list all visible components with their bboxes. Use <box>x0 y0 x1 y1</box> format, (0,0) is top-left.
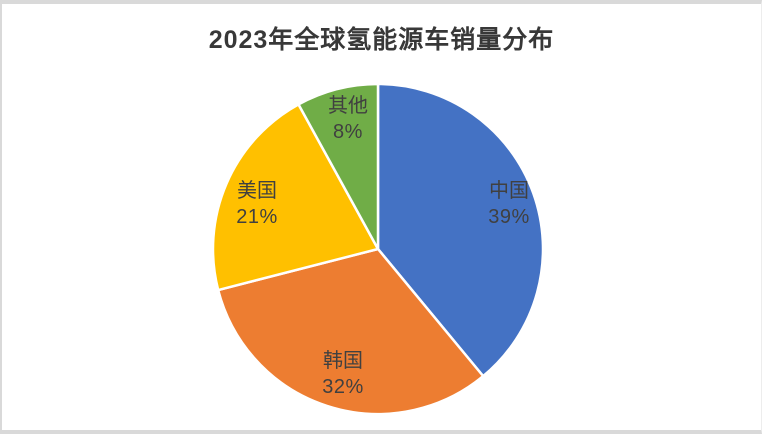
pie-label-other: 其他 8% <box>278 93 418 145</box>
pie-label-korea-name: 韩国 <box>323 350 363 372</box>
pie-label-other-name: 其他 <box>328 95 368 117</box>
pie-slice-usa <box>211 103 380 292</box>
pie-label-china: 中国 39% <box>439 178 579 230</box>
pie-label-other-pct: 8% <box>333 121 363 143</box>
chart-title: 2023年全球氢能源车销量分布 <box>208 26 555 54</box>
pie-chart <box>211 82 545 416</box>
pie-slice-korea <box>216 247 485 416</box>
pie-label-korea: 韩国 32% <box>273 348 413 400</box>
pie-label-korea-pct: 32% <box>322 376 364 398</box>
pie-slice-china <box>376 82 545 378</box>
pie-label-usa-pct: 21% <box>236 206 278 228</box>
pie-slice-other <box>297 82 380 251</box>
pie-label-usa-name: 美国 <box>237 180 277 202</box>
pie-label-china-name: 中国 <box>489 180 529 202</box>
pie-label-china-pct: 39% <box>488 206 530 228</box>
pie-label-usa: 美国 21% <box>187 178 327 230</box>
